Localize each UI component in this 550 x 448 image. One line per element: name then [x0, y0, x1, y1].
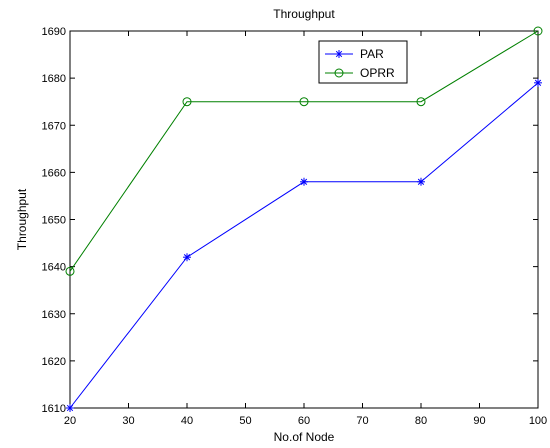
x-tick-label: 30: [122, 415, 134, 427]
legend-entry-par: PAR: [325, 47, 384, 61]
axis-ticks: 20 30 40 50 60 70 80 90 100 1610 1620 1630 1640 1650 1…: [42, 26, 548, 427]
y-tick-label: 1670: [42, 120, 66, 132]
data-point-par: [534, 78, 542, 87]
legend-box: [318, 40, 408, 84]
data-point-oprr: [65, 266, 75, 276]
y-tick-label: 1690: [42, 26, 66, 38]
x-tick-label: 90: [473, 415, 485, 427]
y-tick-label: 1680: [42, 73, 66, 85]
legend-label-oprr: OPRR: [360, 66, 395, 80]
x-tick-label: 20: [64, 415, 76, 427]
data-point-oprr: [299, 97, 309, 107]
plot-area: [69, 30, 539, 409]
legend-marker-par: [335, 50, 343, 58]
x-tick-label: 60: [298, 415, 310, 427]
legend: PAR OPRR: [318, 40, 408, 84]
y-tick-label: 1640: [42, 262, 66, 274]
y-tick-label: 1610: [42, 403, 66, 415]
data-point-par: [66, 404, 74, 412]
y-tick-label: 1650: [42, 215, 66, 227]
legend-marker-oprr: [334, 68, 344, 78]
data-point-par: [417, 177, 425, 186]
x-axis-title: No.of Node: [274, 430, 335, 444]
series-line-oprr: [69, 30, 539, 272]
x-tick-label: 40: [181, 415, 193, 427]
legend-label-par: PAR: [360, 47, 384, 61]
data-point-par: [183, 253, 191, 262]
x-tick-label: 80: [415, 415, 427, 427]
x-tick-label: 100: [529, 415, 547, 427]
data-point-par: [300, 177, 308, 186]
y-axis-title: Throughput: [15, 188, 29, 250]
chart-title: Throughput: [273, 7, 335, 21]
data-point-oprr: [182, 97, 192, 107]
data-point-oprr: [533, 26, 543, 36]
legend-entry-oprr: OPRR: [325, 66, 395, 80]
y-tick-label: 1620: [42, 356, 66, 368]
x-tick-label: 50: [239, 415, 251, 427]
y-tick-label: 1630: [42, 309, 66, 321]
y-tick-label: 1660: [42, 167, 66, 179]
x-tick-label: 70: [356, 415, 368, 427]
series-layer: [65, 26, 543, 412]
data-point-oprr: [416, 97, 426, 107]
